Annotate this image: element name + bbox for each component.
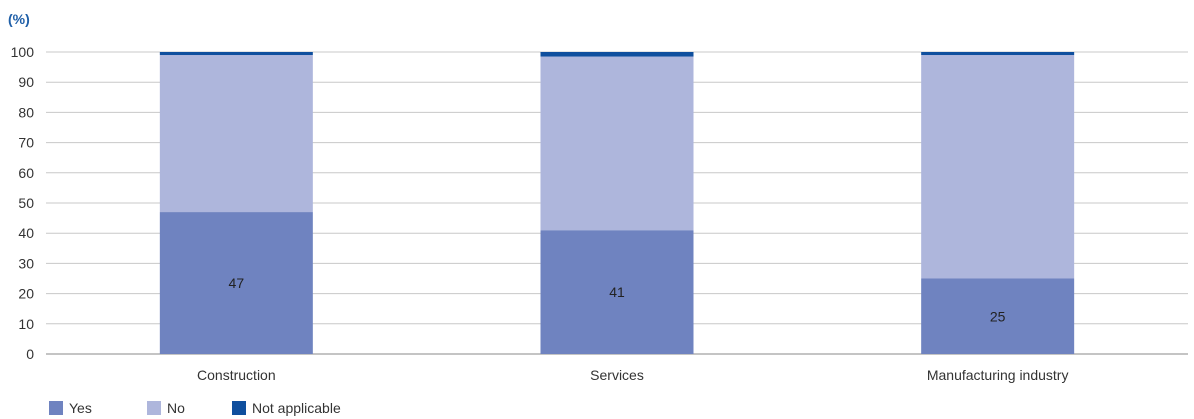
y-tick-label: 30 <box>18 255 34 271</box>
x-axis-labels: Construction Services Manufacturing indust… <box>197 367 1068 383</box>
y-tick-label: 90 <box>18 74 34 90</box>
legend: Yes No Not applicable <box>49 400 392 416</box>
chart: (%) 0 10 20 30 40 50 60 70 80 90 100 47 41 25 Constr… <box>8 11 1188 383</box>
bar-yes <box>159 212 313 354</box>
y-axis-unit-label: (%) <box>8 11 30 27</box>
y-axis-ticks: 0 10 20 30 40 50 60 70 80 90 100 <box>11 44 35 362</box>
data-label: 41 <box>609 284 625 300</box>
bar-not-applicable <box>921 52 1075 56</box>
legend-label: No <box>167 400 185 416</box>
x-category-label: Manufacturing industry <box>927 367 1069 383</box>
y-tick-label: 70 <box>18 135 34 151</box>
y-tick-label: 0 <box>26 346 34 362</box>
y-tick-label: 40 <box>18 225 34 241</box>
legend-label: Not applicable <box>252 400 341 416</box>
x-category-label: Construction <box>197 367 276 383</box>
y-tick-label: 60 <box>18 165 34 181</box>
bar-yes <box>921 278 1075 354</box>
bar-not-applicable <box>540 52 694 57</box>
bars: 47 41 25 <box>159 52 1075 354</box>
bar-not-applicable <box>159 52 313 56</box>
y-tick-label: 100 <box>11 44 35 60</box>
legend-item: Yes <box>49 400 147 416</box>
legend-swatch <box>232 401 246 415</box>
legend-item: Not applicable <box>232 400 392 416</box>
bar-no <box>159 55 313 213</box>
bar-yes <box>540 230 694 354</box>
x-category-label: Services <box>590 367 644 383</box>
legend-swatch <box>49 401 63 415</box>
legend-label: Yes <box>69 400 92 416</box>
y-tick-label: 20 <box>18 286 34 302</box>
bar-no <box>921 55 1075 279</box>
y-tick-label: 80 <box>18 104 34 120</box>
legend-item: No <box>147 400 232 416</box>
data-label: 25 <box>990 308 1006 324</box>
legend-swatch <box>147 401 161 415</box>
bar-no <box>540 56 694 231</box>
y-tick-label: 50 <box>18 195 34 211</box>
y-tick-label: 10 <box>18 316 34 332</box>
data-label: 47 <box>229 275 245 291</box>
